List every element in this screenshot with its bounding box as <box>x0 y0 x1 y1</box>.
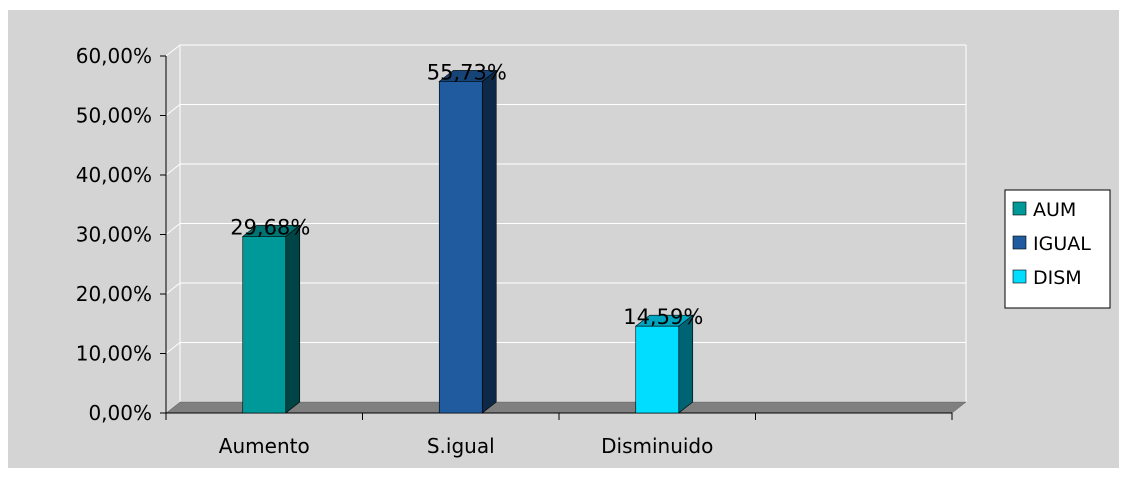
y-tick-label: 50,00% <box>76 104 152 128</box>
bar-side <box>481 69 497 414</box>
side-gridline <box>165 104 181 116</box>
y-axis: 0,00% 10,00% 20,00% 30,00% 40,00% 50,00% 60,00… <box>76 44 167 425</box>
bar <box>635 325 680 414</box>
y-tick-label: 40,00% <box>76 163 152 187</box>
legend-label: AUM <box>1033 199 1076 221</box>
x-tick-label: Aumento <box>219 434 310 458</box>
data-label: 29,68% <box>230 215 310 239</box>
legend-label: IGUAL <box>1033 233 1091 255</box>
bar-side <box>678 314 694 414</box>
bar <box>242 236 287 414</box>
x-tick-label: Disminuido <box>601 434 713 458</box>
side-gridline <box>165 282 181 295</box>
bars <box>241 69 694 414</box>
chart-background <box>8 10 1119 468</box>
gridlines <box>165 44 967 414</box>
y-tick-label: 30,00% <box>76 223 152 247</box>
side-gridline <box>165 44 181 57</box>
x-axis-labels: Aumento S.igual Disminuido <box>219 434 714 458</box>
chart-floor <box>165 401 967 420</box>
legend-swatch <box>1012 269 1027 284</box>
data-labels: 29,68% 55,73% 14,59% <box>230 60 703 329</box>
y-tick-label: 20,00% <box>76 282 152 306</box>
bar <box>438 81 483 414</box>
legend: AUM IGUAL DISM <box>1004 189 1111 309</box>
y-tick-label: 10,00% <box>76 342 152 366</box>
side-gridline <box>165 342 181 354</box>
legend-label: DISM <box>1033 267 1082 289</box>
side-gridline <box>165 223 181 235</box>
data-label: 14,59% <box>623 305 703 329</box>
side-gridline <box>165 163 181 176</box>
x-tick-label: S.igual <box>427 434 495 458</box>
data-label: 55,73% <box>427 60 507 84</box>
legend-swatch <box>1012 235 1027 250</box>
y-tick-label: 0,00% <box>88 401 152 425</box>
legend-swatch <box>1012 201 1027 216</box>
bar-side <box>285 224 301 414</box>
y-tick-label: 60,00% <box>76 44 152 68</box>
